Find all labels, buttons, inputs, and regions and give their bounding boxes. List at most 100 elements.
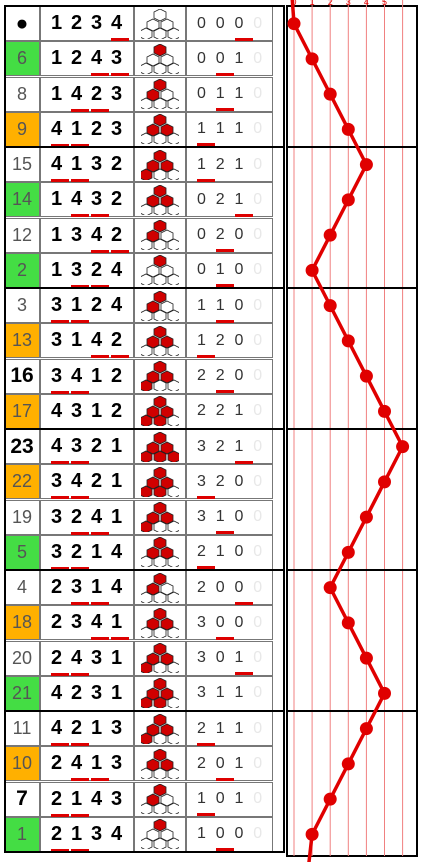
digit-text: 3 (111, 752, 123, 775)
code-digit: 0 (253, 508, 272, 526)
permutation-digit: 4 (71, 752, 91, 782)
table-row: 23 4 3 2 1 3 2 1 0 (4, 429, 285, 464)
code-digit: 0 (253, 261, 272, 279)
row-index: ● (4, 6, 40, 41)
code-digit: 1 (235, 402, 254, 420)
code-digit: 0 (234, 579, 254, 605)
code-digit: 1 (235, 755, 254, 773)
cube-diagram-cell (134, 534, 186, 570)
permutation-digit: 1 (51, 259, 71, 282)
permutation-digit: 4 (51, 682, 71, 705)
permutation-digit: 2 (111, 400, 131, 423)
permutation-digit: 2 (91, 83, 111, 112)
digit-text: 0 (253, 226, 263, 243)
digit-text: 1 (234, 754, 244, 772)
code-digit: 0 (235, 261, 254, 279)
code-digit: 0 (253, 790, 272, 808)
digit-text: 0 (215, 649, 225, 666)
digit-text: 3 (91, 153, 103, 175)
row-index: 4 (4, 570, 40, 605)
cube-icon (160, 511, 174, 525)
cube-icon (160, 582, 174, 595)
digit-text: 0 (234, 296, 244, 314)
cube-icon (167, 168, 179, 180)
digit-text: 2 (197, 578, 206, 596)
permutation-digit: 1 (51, 12, 71, 35)
code-digit: 0 (197, 226, 216, 244)
cube-icon (153, 767, 167, 779)
digit-text: 2 (91, 117, 103, 140)
cube-pyramid-icon (141, 713, 179, 744)
digit-text: 0 (234, 367, 244, 384)
digit-text: 4 (71, 188, 83, 211)
code-digit: 3 (197, 614, 216, 632)
digit-text: 1 (111, 611, 123, 634)
permutation-digit: 1 (91, 365, 111, 388)
data-point (305, 52, 319, 66)
digit-text: 0 (197, 190, 206, 208)
cube-icon (167, 97, 179, 109)
code-digit: 1 (197, 825, 216, 843)
digit-text: 1 (197, 296, 206, 314)
cube-diagram-cell (134, 147, 186, 182)
digit-text: 4 (91, 329, 103, 352)
cube-pyramid-icon (141, 784, 179, 814)
digit-text: 4 (91, 787, 103, 810)
code-digit: 1 (234, 438, 254, 464)
cube-icon (153, 520, 167, 532)
code-digit: 0 (253, 438, 272, 456)
descent-marker (91, 214, 109, 218)
cube-icon (146, 828, 160, 842)
cube-diagram-cell (134, 816, 186, 852)
permutation-digit: 4 (91, 611, 111, 641)
cube-icon (167, 344, 179, 356)
digit-text: 3 (71, 258, 83, 281)
data-point (396, 440, 410, 454)
digit-text: 2 (91, 435, 103, 457)
code-digit: 1 (216, 720, 235, 738)
digit-text: 0 (234, 226, 244, 243)
code-digit: 1 (215, 85, 235, 111)
cube-icon (141, 379, 153, 391)
cube-icon (160, 88, 174, 102)
code-digit: 0 (235, 508, 254, 526)
cube-icon (141, 591, 153, 603)
permutation-digit: 4 (71, 365, 91, 394)
table-row: 13 3 1 4 2 1 2 0 0 (4, 323, 285, 359)
table-row: 11 4 2 1 3 2 1 1 0 (4, 711, 285, 746)
data-point (323, 299, 337, 313)
descent-marker (91, 778, 109, 782)
digit-text: 0 (253, 85, 263, 102)
cube-icon (160, 828, 174, 842)
code-digit: 0 (235, 614, 254, 632)
cube-icon (160, 687, 174, 701)
digit-text: 2 (197, 719, 206, 737)
code-digit: 0 (216, 15, 235, 33)
code-digit: 0 (253, 120, 272, 138)
cube-icon (160, 476, 174, 490)
cube-icon (160, 370, 174, 384)
permutation-digit: 4 (51, 400, 71, 423)
code-digit: 0 (253, 720, 272, 738)
permutation-digit: 3 (111, 118, 131, 141)
digit-text: 0 (253, 719, 263, 737)
digit-text: 2 (71, 540, 83, 563)
permutation-digit: 4 (51, 717, 71, 746)
permutation-digit: 1 (71, 294, 91, 323)
permutation-digit: 4 (91, 329, 111, 359)
table-row: 14 1 4 3 2 0 2 1 0 (4, 182, 285, 218)
digit-text: 1 (51, 12, 63, 34)
code-digit: 0 (197, 50, 216, 68)
code-marker (197, 742, 215, 746)
cube-icon (153, 732, 167, 744)
digit-text: 4 (111, 258, 123, 281)
cube-icon (146, 617, 160, 631)
descent-marker (71, 778, 89, 782)
